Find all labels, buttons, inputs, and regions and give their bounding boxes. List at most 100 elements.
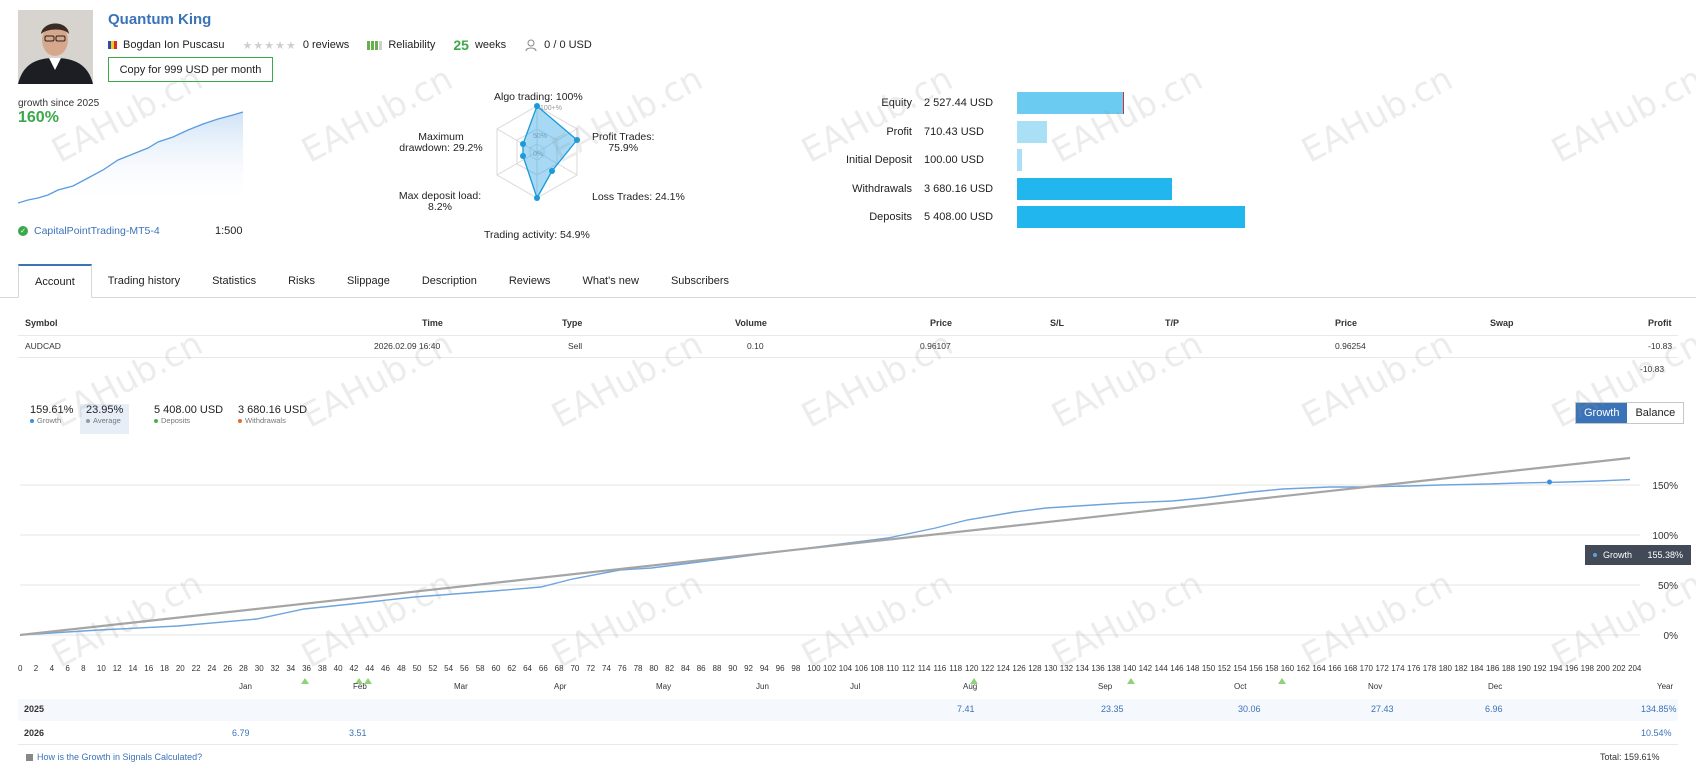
positions-cell: 2026.02.09 16:40 — [374, 341, 441, 351]
x-tick-label: 8 — [81, 664, 86, 673]
tab-what-s-new[interactable]: What's new — [582, 275, 639, 287]
x-tick-label: 104 — [838, 664, 853, 673]
watermark-logo: EAHub.cn — [1295, 323, 1460, 437]
reviews-count[interactable]: 0 reviews — [302, 39, 350, 51]
x-tick-label: 124 — [996, 664, 1010, 673]
yearly-month-value: 30.06 — [1238, 704, 1261, 714]
x-tick-label: 18 — [160, 664, 169, 673]
x-tick-label: 74 — [602, 664, 611, 673]
yearly-row-bg — [18, 699, 1678, 721]
balance-label: Withdrawals — [852, 182, 912, 195]
x-tick-label: 44 — [365, 664, 375, 673]
copy-subscribe-button[interactable]: Copy for 999 USD per month — [108, 57, 273, 82]
month-header: Jan — [239, 682, 252, 691]
rating-stars-icon: ★★★★★ — [242, 39, 297, 52]
legend-label-row: Growth — [30, 416, 73, 425]
deposit-marker-icon — [364, 678, 372, 684]
balance-row: Deposits 5 408.00 USD — [792, 206, 1245, 228]
x-tick-label: 198 — [1580, 664, 1594, 673]
tab-account[interactable]: Account — [18, 264, 92, 298]
yearly-year-total: 10.54% — [1641, 728, 1672, 738]
x-tick-label: 42 — [349, 664, 359, 673]
avatar-photo — [18, 10, 93, 84]
growth-calc-faq[interactable]: How is the Growth in Signals Calculated? — [26, 752, 202, 762]
tab-trading-history[interactable]: Trading history — [107, 275, 181, 287]
radar-label-load-line2: 8.2% — [428, 201, 452, 213]
month-header: Mar — [454, 682, 468, 691]
x-tick-label: 2 — [33, 664, 39, 673]
x-tick-label: 162 — [1296, 664, 1310, 673]
series-line-average — [19, 456, 1631, 637]
series-line-growth — [19, 478, 1631, 636]
x-tick-label: 38 — [317, 664, 327, 673]
x-tick-label: 164 — [1312, 664, 1326, 673]
tab-subscribers[interactable]: Subscribers — [670, 275, 730, 287]
x-tick-label: 62 — [507, 664, 517, 673]
radar-label-drawdown-line1: Maximum — [418, 131, 464, 143]
yearly-month-value: 27.43 — [1371, 704, 1394, 714]
x-tick-label: 72 — [586, 664, 596, 673]
legend-dot-icon — [154, 419, 158, 424]
broker-account[interactable]: ✓ CapitalPointTrading-MT5-4 — [18, 225, 160, 237]
legend-deposits[interactable]: 5 408.00 USD Deposits — [148, 404, 229, 434]
tab-slippage[interactable]: Slippage — [347, 275, 390, 287]
radar-point-loss — [549, 168, 555, 174]
leverage-value: 1:500 — [215, 225, 243, 237]
positions-cell: 0.96254 — [1335, 341, 1366, 351]
yearly-year: 2026 — [24, 728, 45, 738]
x-tick-label: 112 — [901, 664, 915, 673]
tab-risks[interactable]: Risks — [288, 275, 315, 287]
x-tick-label: 116 — [933, 664, 947, 673]
deposit-marker-icon — [301, 678, 309, 684]
radar-label-activity: Trading activity: 54.9% — [484, 229, 590, 241]
deposit-marker-icon — [1127, 678, 1135, 684]
month-header: Year — [1657, 682, 1674, 691]
x-tick-label: 122 — [980, 664, 995, 673]
subscribers-icon — [525, 39, 537, 52]
balance-bar — [1017, 92, 1124, 114]
positions-col-header: Swap — [1490, 318, 1514, 328]
x-tick-label: 34 — [286, 664, 296, 673]
x-tick-label: 46 — [381, 664, 390, 673]
x-tick-label: 108 — [870, 664, 884, 673]
signal-title[interactable]: Quantum King — [108, 11, 212, 28]
positions-cell: -10.83 — [1648, 341, 1673, 351]
author-avatar[interactable] — [18, 10, 93, 84]
x-tick-label: 174 — [1391, 664, 1405, 673]
x-tick-label: 78 — [633, 664, 643, 673]
growth-calc-faq-link[interactable]: How is the Growth in Signals Calculated? — [37, 752, 203, 762]
balance-bar — [1017, 120, 1047, 143]
reliability-label: Reliability — [388, 39, 436, 51]
radar-label-drawdown-line2: drawdown: 29.2% — [399, 142, 483, 154]
tab-reviews[interactable]: Reviews — [508, 275, 551, 287]
watermark-logo: EAHub.cn — [1545, 58, 1696, 172]
x-tick-label: 94 — [759, 664, 769, 673]
deposit-marker-icon — [355, 678, 363, 684]
growth-toggle-button[interactable]: Growth — [1576, 403, 1628, 423]
broker-server-link[interactable]: CapitalPointTrading-MT5-4 — [34, 225, 160, 237]
tab-statistics[interactable]: Statistics — [212, 275, 257, 287]
x-tick-label: 176 — [1407, 664, 1421, 673]
x-tick-label: 196 — [1564, 664, 1579, 673]
yearly-month-value: 3.51 — [349, 728, 367, 738]
x-tick-label: 126 — [1012, 664, 1026, 673]
positions-total: -10.83 — [1640, 364, 1665, 374]
growth-since-label: growth since 2025 — [18, 98, 100, 109]
legend-withdrawals[interactable]: 3 680.16 USD Withdrawals — [232, 404, 313, 434]
x-tick-label: 48 — [396, 664, 406, 673]
legend-growth[interactable]: 159.61% Growth — [24, 404, 79, 434]
x-tick-label: 128 — [1028, 664, 1042, 673]
radar-ring-mid: 50% — [533, 133, 547, 140]
radar-label-loss: Loss Trades: 24.1% — [592, 191, 685, 203]
x-tick-label: 76 — [617, 664, 627, 673]
legend-average[interactable]: 23.95% Average — [80, 404, 130, 434]
radar-point-algo — [534, 103, 540, 109]
x-tick-label: 114 — [917, 664, 931, 673]
x-tick-label: 6 — [65, 664, 70, 673]
balance-toggle-button[interactable]: Balance — [1635, 407, 1676, 419]
yearly-divider — [18, 744, 1678, 745]
positions-cell: 0.10 — [747, 341, 764, 351]
author-link[interactable]: Bogdan Ion Puscasu — [123, 39, 225, 51]
radar-shape — [522, 104, 578, 200]
tab-description[interactable]: Description — [421, 275, 477, 287]
